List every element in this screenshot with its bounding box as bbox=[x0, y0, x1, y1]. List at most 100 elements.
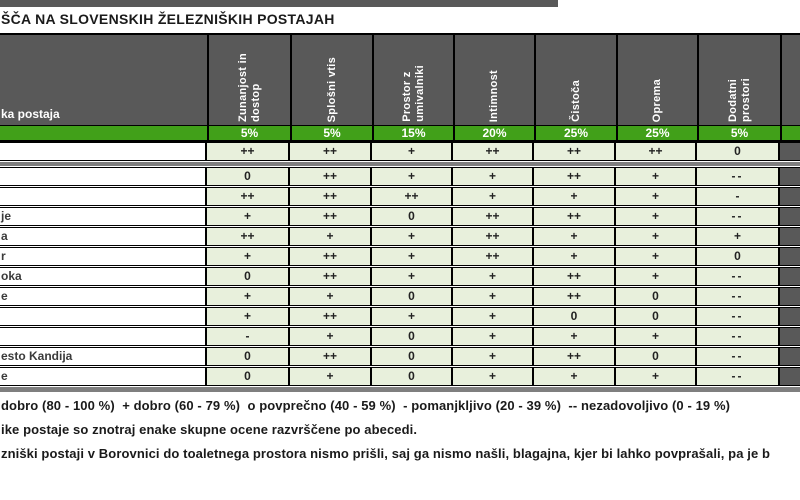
column-header: Oprema bbox=[616, 35, 697, 125]
table-row: r + ++ + ++ + +0 bbox=[0, 247, 800, 266]
weight-value: 25% bbox=[616, 126, 697, 140]
rating-cell: + bbox=[616, 328, 697, 345]
rating-cell: + bbox=[697, 228, 780, 245]
table-row: e 0 +0 + + + -- bbox=[0, 367, 800, 386]
rating-cell: ++ bbox=[290, 208, 372, 225]
column-header-label: Zunanjost in dostop bbox=[236, 53, 262, 122]
rating-cell: ++ bbox=[534, 268, 616, 285]
weight-cells: 5% 5% 15% 20% 25% 25% 5% bbox=[207, 126, 780, 140]
cutoff-column-cell bbox=[780, 168, 800, 185]
station-name-cell bbox=[0, 328, 207, 345]
table-row: a ++ + + ++ + + + bbox=[0, 227, 800, 246]
cutoff-column-cell bbox=[780, 328, 800, 345]
weights-row: 5% 5% 15% 20% 25% 25% 5% bbox=[0, 126, 800, 142]
column-header-label: Oprema bbox=[651, 78, 663, 122]
rating-cell: 0 bbox=[372, 208, 453, 225]
rating-cell: + bbox=[534, 228, 616, 245]
rating-cell: + bbox=[616, 208, 697, 225]
station-name-cell bbox=[0, 143, 207, 160]
column-header: Čistoča bbox=[534, 35, 616, 125]
weight-value: 5% bbox=[290, 126, 372, 140]
rating-cell: + bbox=[372, 143, 453, 160]
table-row: oka 0 ++ + + ++ + -- bbox=[0, 267, 800, 286]
table-row: esto Kandija 0 ++ 0 + ++ 0 -- bbox=[0, 347, 800, 366]
table-row: ++ ++ + ++ ++ ++ 0 bbox=[0, 142, 800, 161]
station-name-cell bbox=[0, 308, 207, 325]
cutoff-column-cell bbox=[780, 188, 800, 205]
rating-cell: - bbox=[207, 328, 290, 345]
rating-cell: ++ bbox=[616, 143, 697, 160]
rating-cell: -- bbox=[697, 168, 780, 185]
cutoff-column-cell bbox=[780, 308, 800, 325]
column-header: Intimnost bbox=[453, 35, 534, 125]
rating-cell: ++ bbox=[290, 308, 372, 325]
rating-cell: 0 bbox=[372, 328, 453, 345]
rating-cell: + bbox=[453, 168, 534, 185]
weight-value: 15% bbox=[372, 126, 453, 140]
rating-cell: ++ bbox=[290, 348, 372, 365]
rating-cell: ++ bbox=[534, 143, 616, 160]
gray-separator bbox=[0, 162, 800, 166]
rating-cell: + bbox=[616, 268, 697, 285]
rating-cell: 0 bbox=[616, 288, 697, 305]
rating-cell: + bbox=[372, 308, 453, 325]
column-header: Splošni vtis bbox=[290, 35, 372, 125]
table-header-row: ka postaja Zunanjost in dostop Splošni vt… bbox=[0, 33, 800, 126]
weights-cutoff-cell bbox=[780, 126, 800, 140]
weight-value: 25% bbox=[534, 126, 616, 140]
rating-cell: 0 bbox=[207, 348, 290, 365]
rating-cell: -- bbox=[697, 348, 780, 365]
top-gray-bar bbox=[0, 0, 558, 7]
rating-cell: -- bbox=[697, 268, 780, 285]
rating-cell: 0 bbox=[207, 168, 290, 185]
rating-cell: -- bbox=[697, 328, 780, 345]
rating-cell: + bbox=[453, 328, 534, 345]
rating-cell: + bbox=[453, 188, 534, 205]
station-name-cell: a bbox=[0, 228, 207, 245]
rating-cell: ++ bbox=[290, 248, 372, 265]
cutoff-column-cell bbox=[780, 248, 800, 265]
station-name-cell: oka bbox=[0, 268, 207, 285]
rating-cell: + bbox=[372, 268, 453, 285]
rating-cell: ++ bbox=[453, 228, 534, 245]
column-header-label: Čistoča bbox=[569, 80, 582, 122]
rating-cell: ++ bbox=[534, 288, 616, 305]
rating-cell: ++ bbox=[453, 248, 534, 265]
rating-cell: - bbox=[697, 188, 780, 205]
rating-cell: 0 bbox=[534, 308, 616, 325]
rating-cell: + bbox=[290, 288, 372, 305]
rating-cell: -- bbox=[697, 208, 780, 225]
rating-cell: + bbox=[290, 328, 372, 345]
rating-cell: + bbox=[207, 308, 290, 325]
rating-cell: + bbox=[372, 168, 453, 185]
rating-cell: + bbox=[372, 248, 453, 265]
table-row: ++ ++ ++ + + + - bbox=[0, 187, 800, 206]
rating-cell: ++ bbox=[453, 143, 534, 160]
cutoff-column-cell bbox=[780, 208, 800, 225]
table-body: ++ ++ + ++ ++ ++ 0 0 ++ + + ++ + -- ++ ++ ++ + + + - je + ++ 0 ++… bbox=[0, 142, 800, 386]
column-header-label: Prostor z umivalniki bbox=[400, 65, 426, 122]
rating-cell: 0 bbox=[207, 368, 290, 385]
rating-cell: + bbox=[616, 168, 697, 185]
station-column-header: ka postaja bbox=[0, 35, 207, 125]
rating-cell: + bbox=[372, 228, 453, 245]
rating-cell: + bbox=[534, 328, 616, 345]
column-header: Dodatni prostori bbox=[697, 35, 780, 125]
category-headers: Zunanjost in dostop Splošni vtis Prostor z… bbox=[207, 35, 780, 125]
table-row: + ++ + +0 0 -- bbox=[0, 307, 800, 326]
table-row: e + +0 + ++ 0 -- bbox=[0, 287, 800, 306]
rating-cell: + bbox=[453, 308, 534, 325]
rating-cell: ++ bbox=[290, 168, 372, 185]
page-title: ŠČA NA SLOVENSKIH ŽELEZNIŠKIH POSTAJAH bbox=[1, 11, 335, 27]
rating-cell: ++ bbox=[207, 188, 290, 205]
table-row: 0 ++ + + ++ + -- bbox=[0, 167, 800, 186]
rating-cell: ++ bbox=[534, 168, 616, 185]
weights-name-spacer bbox=[0, 126, 207, 140]
rating-cell: + bbox=[616, 228, 697, 245]
rating-cell: 0 bbox=[207, 268, 290, 285]
rating-cell: ++ bbox=[290, 143, 372, 160]
cutoff-column-cell bbox=[780, 348, 800, 365]
cutoff-column-cell bbox=[780, 368, 800, 385]
ratings-table: ka postaja Zunanjost in dostop Splošni vt… bbox=[0, 33, 800, 392]
